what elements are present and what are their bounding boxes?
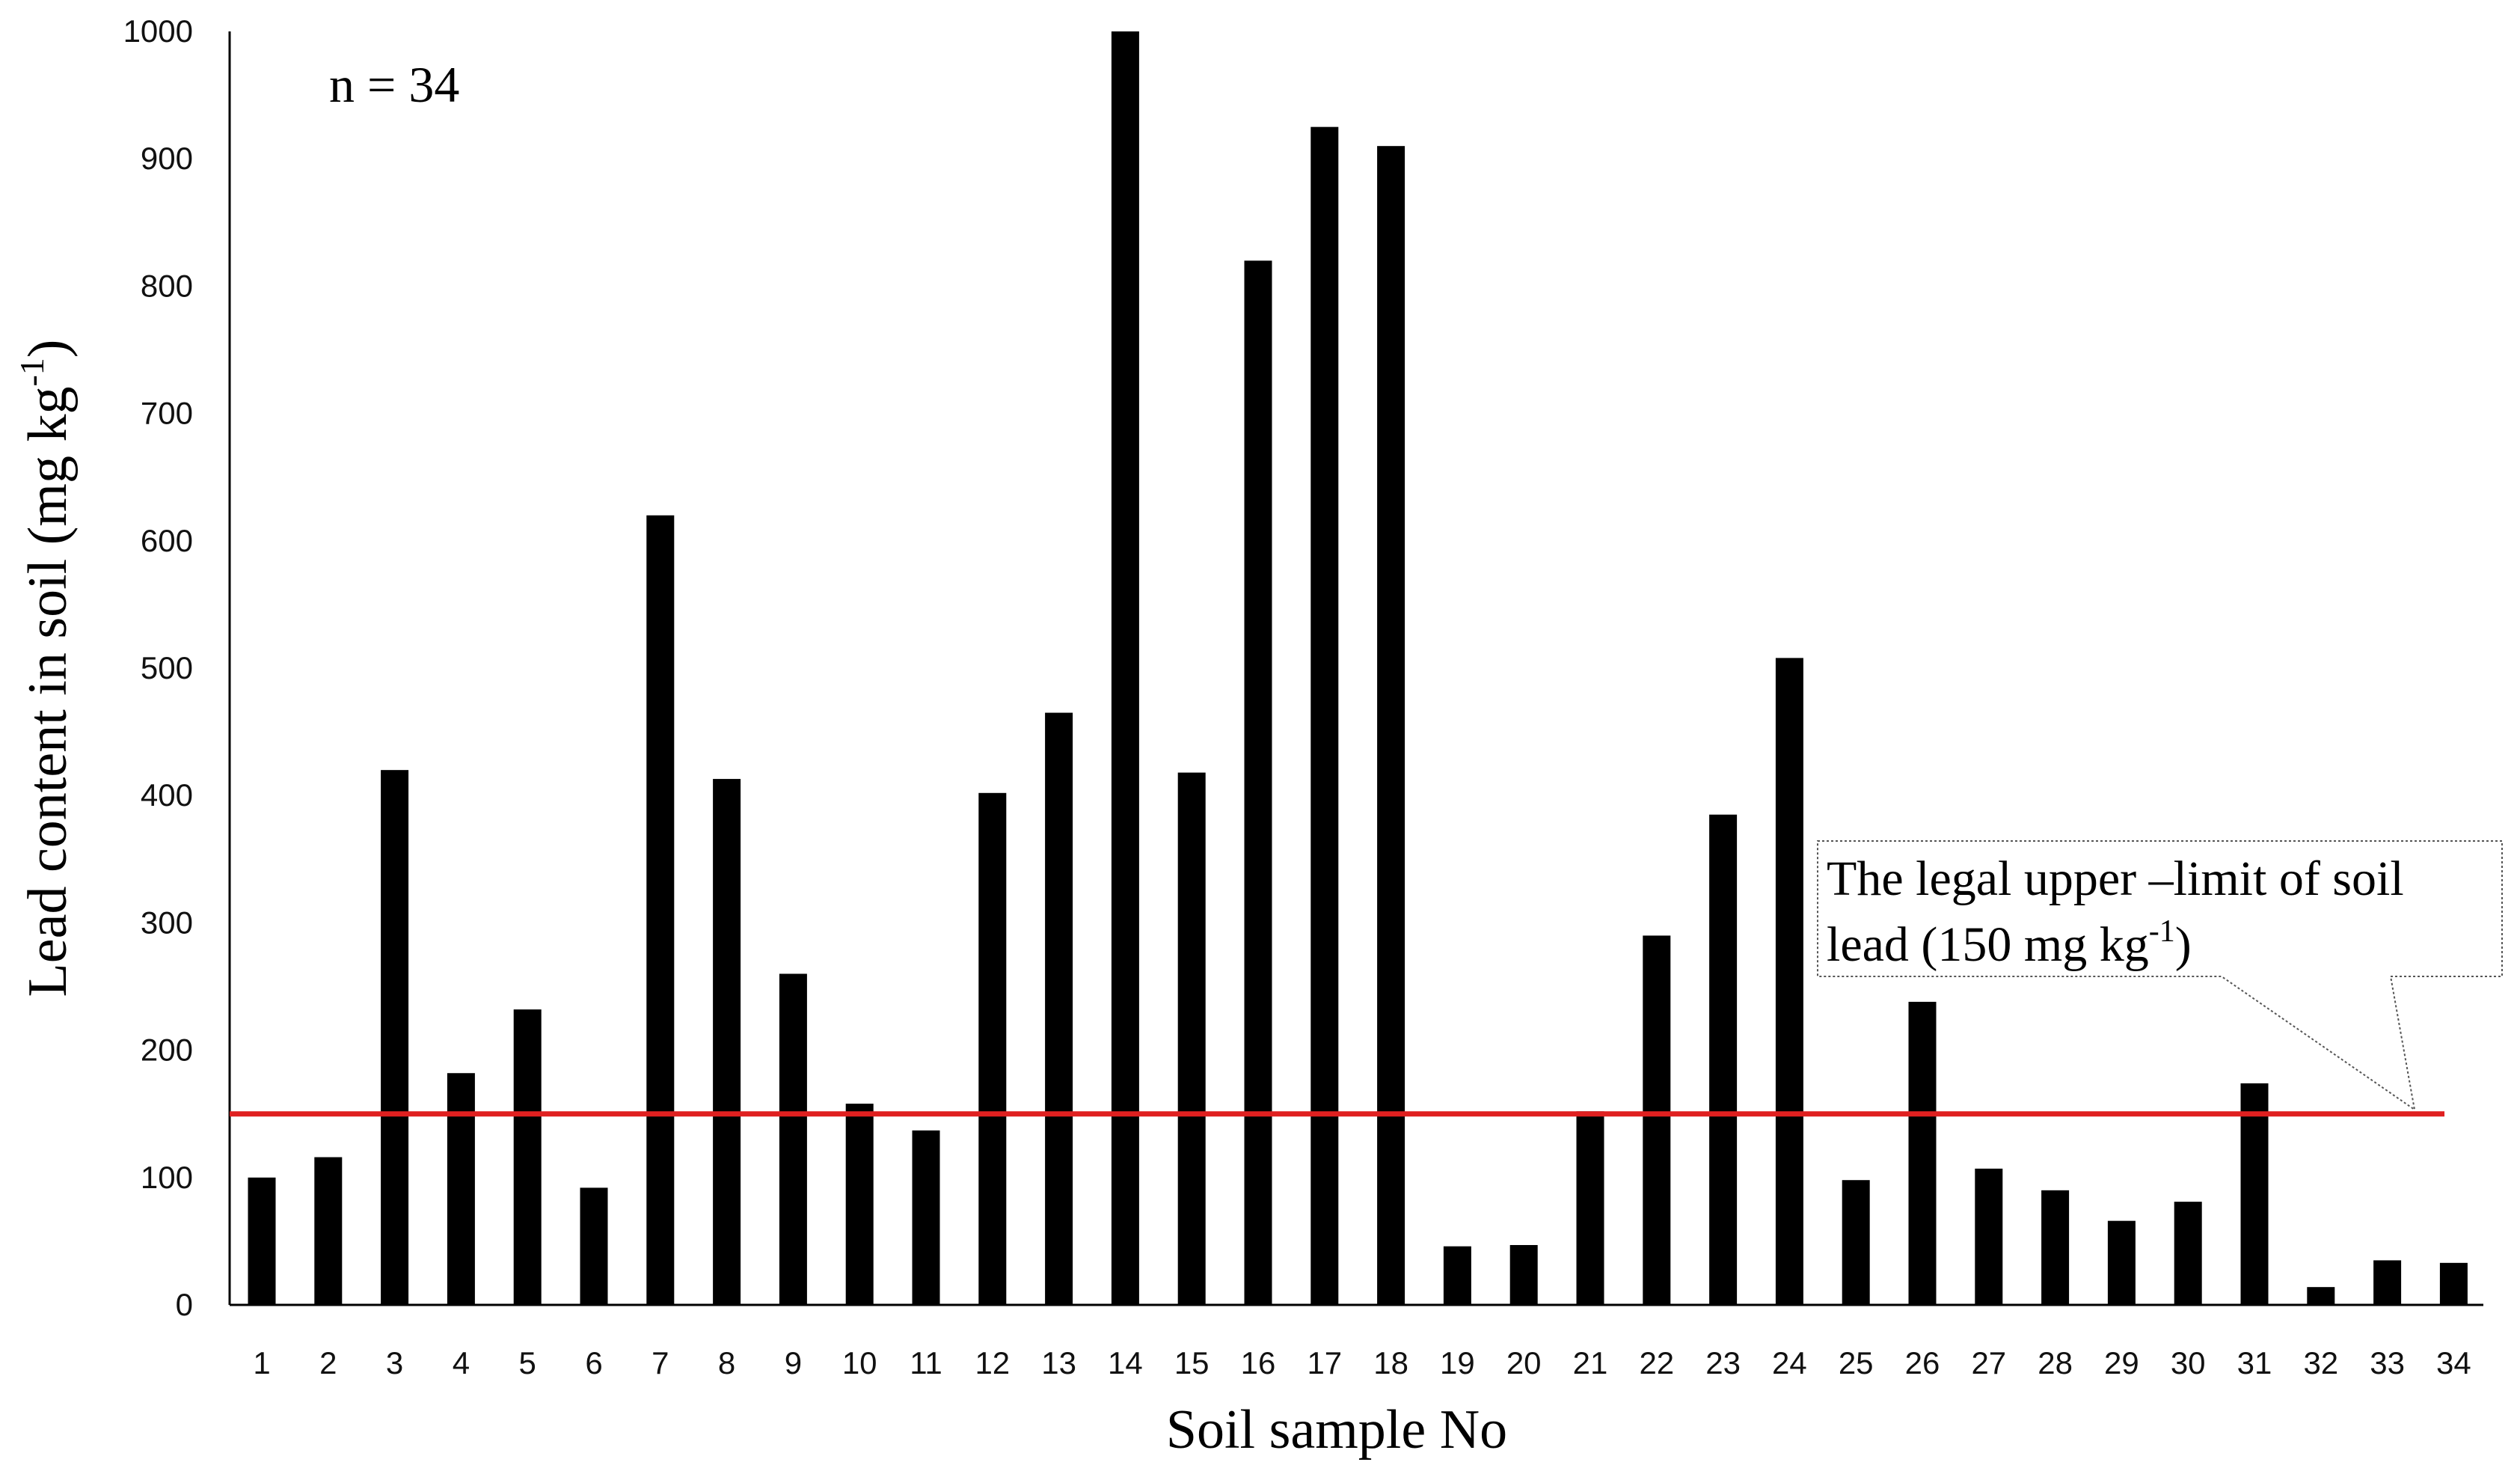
x-tick-label: 16 [1241,1345,1276,1380]
bar-sample-25 [1842,1180,1870,1305]
bar-sample-9 [779,973,807,1305]
callout-line-1: The legal upper –limit of soil [1827,851,2404,906]
bar-sample-30 [2174,1202,2202,1305]
x-tick-label: 7 [652,1345,669,1380]
bar-sample-21 [1576,1111,1604,1305]
bar-sample-20 [1509,1245,1538,1305]
bar-sample-18 [1377,146,1405,1306]
x-tick-label: 5 [519,1345,536,1380]
y-tick-label: 700 [141,396,193,431]
y-tick-label: 500 [141,650,193,685]
x-tick-label: 4 [453,1345,470,1380]
bar-sample-4 [447,1073,475,1305]
x-tick-label: 8 [718,1345,735,1380]
bar-sample-7 [646,515,675,1305]
x-tick-label: 9 [785,1345,802,1380]
x-tick-label: 27 [1971,1345,2006,1380]
y-tick-label: 200 [141,1033,193,1068]
x-tick-label: 10 [842,1345,877,1380]
x-tick-label: 24 [1772,1345,1807,1380]
x-tick-label: 19 [1440,1345,1475,1380]
bar-sample-8 [713,779,741,1305]
bar-sample-24 [1775,658,1803,1305]
bar-sample-3 [381,770,409,1305]
y-tick-label: 600 [141,523,193,558]
sample-count-annotation: n = 34 [329,56,459,113]
bar-sample-11 [912,1130,940,1305]
y-tick-label: 1000 [123,13,193,49]
legal-limit-callout: The legal upper –limit of soil lead (150… [1817,840,2503,1112]
x-tick-label: 15 [1174,1345,1210,1380]
bar-sample-22 [1643,935,1671,1305]
x-tick-label: 25 [1839,1345,1874,1380]
x-tick-label: 32 [2303,1345,2338,1380]
bar-sample-14 [1111,31,1139,1305]
bar-sample-5 [513,1009,542,1305]
y-tick-label: 900 [141,141,193,176]
x-tick-label: 26 [1905,1345,1940,1380]
y-axis-label: Lead content in soil (mg kg-1) [13,340,79,997]
x-tick-label: 28 [2038,1345,2073,1380]
bar-sample-19 [1443,1246,1471,1305]
bar-sample-32 [2307,1287,2335,1305]
bar-sample-31 [2240,1083,2269,1305]
x-tick-label: 34 [2436,1345,2471,1380]
y-tick-label: 300 [141,905,193,940]
bar-sample-23 [1709,814,1738,1305]
bar-sample-2 [314,1157,343,1305]
x-tick-label: 13 [1041,1345,1076,1380]
y-tick-label: 400 [141,777,193,813]
bar-sample-6 [580,1187,608,1305]
bar-sample-16 [1244,260,1272,1305]
bar-sample-34 [2439,1262,2468,1305]
x-tick-label: 11 [910,1345,942,1380]
bar-sample-1 [248,1177,276,1305]
bar-sample-28 [2041,1190,2070,1305]
callout-box [1817,840,2503,1112]
x-tick-label: 18 [1373,1345,1408,1380]
x-tick-label: 29 [2104,1345,2139,1380]
x-tick-label: 31 [2237,1345,2272,1380]
y-ticks-group: 0 100 200 300 400 500 600 700 800 900 1000 [123,13,193,1322]
bar-sample-29 [2107,1220,2136,1305]
bar-sample-33 [2373,1260,2402,1305]
x-tick-label: 2 [319,1345,337,1380]
x-tick-label: 21 [1573,1345,1608,1380]
y-tick-label: 800 [141,268,193,303]
bar-sample-12 [978,792,1007,1305]
bar-sample-26 [1908,1001,1937,1305]
x-tick-label: 3 [386,1345,403,1380]
y-tick-label: 0 [176,1287,193,1322]
x-tick-label: 17 [1307,1345,1342,1380]
y-tick-label: 100 [141,1160,193,1195]
x-tick-label: 20 [1506,1345,1542,1380]
x-axis-label: Soil sample No [1166,1399,1507,1461]
x-tick-label: 22 [1639,1345,1674,1380]
x-tick-label: 14 [1108,1345,1143,1380]
bar-sample-15 [1177,772,1206,1305]
x-tick-label: 6 [585,1345,602,1380]
x-tick-label: 12 [975,1345,1010,1380]
x-tick-label: 33 [2370,1345,2405,1380]
x-tick-label: 1 [253,1345,270,1380]
bar-sample-10 [845,1104,874,1305]
x-tick-label: 30 [2171,1345,2206,1380]
bar-sample-27 [1975,1168,2003,1305]
callout-line-2: lead (150 mg kg-1) [1827,914,2192,972]
x-tick-label: 23 [1705,1345,1741,1380]
bar-sample-13 [1045,712,1073,1305]
bar-sample-17 [1310,126,1339,1305]
x-ticks-group: 1 2 3 4 5 6 7 8 9 10 11 12 13 14 15 16 17 18 19 20 21 22 23 24 2… [253,1345,2471,1380]
